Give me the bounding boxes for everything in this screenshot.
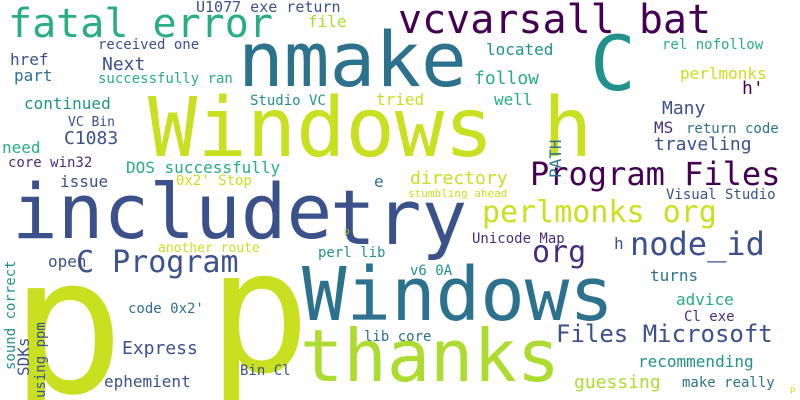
cloud-word: issue xyxy=(60,172,109,191)
cloud-word: Next xyxy=(102,54,146,75)
cloud-word: nmake xyxy=(238,15,467,104)
cloud-word: perl lib xyxy=(318,245,386,261)
cloud-word: Studio VC xyxy=(250,93,326,109)
cloud-word: successfully ran xyxy=(98,71,233,87)
cloud-word: guessing xyxy=(574,372,661,393)
cloud-word: org xyxy=(532,235,587,270)
cloud-word: open xyxy=(48,252,87,271)
cloud-word: Express xyxy=(122,338,198,359)
cloud-word: Unicode Map xyxy=(472,231,565,247)
cloud-word: traveling xyxy=(654,134,752,155)
cloud-word: p xyxy=(790,385,796,395)
cloud-word: tried xyxy=(376,90,425,109)
cloud-word: include xyxy=(12,167,333,256)
cloud-word: another route xyxy=(158,241,260,256)
cloud-word: Cl exe xyxy=(684,309,735,325)
cloud-word: node_id xyxy=(630,225,765,263)
cloud-word: e xyxy=(374,172,384,191)
cloud-word: p xyxy=(208,214,311,400)
cloud-word: Files Microsoft xyxy=(556,320,773,348)
cloud-word: SDKs xyxy=(14,337,33,376)
cloud-word: perlmonks org xyxy=(482,195,717,230)
cloud-word: 0x2' Stop xyxy=(176,173,252,189)
cloud-word: Windows h xyxy=(148,81,593,176)
cloud-word: well xyxy=(494,90,533,109)
cloud-word: ephemient xyxy=(104,372,191,391)
cloud-word: recommending xyxy=(638,352,754,371)
cloud-word: core win32 xyxy=(8,155,93,171)
cloud-word: code 0x2' xyxy=(128,301,204,317)
cloud-word: directory xyxy=(410,168,508,189)
cloud-word: p xyxy=(10,216,125,400)
cloud-word: p xyxy=(344,227,350,237)
cloud-word: follow xyxy=(474,68,540,89)
cloud-word: return code xyxy=(686,121,779,137)
cloud-word: thanks xyxy=(300,314,561,398)
cloud-word: MS xyxy=(654,118,674,137)
cloud-word: v6 0A xyxy=(410,263,453,279)
cloud-word: Many xyxy=(662,98,706,119)
cloud-word: located xyxy=(486,40,554,59)
cloud-word: Program Files xyxy=(530,155,781,193)
cloud-word: h' xyxy=(742,78,764,99)
cloud-word: file xyxy=(308,12,347,31)
cloud-word: perlmonks xyxy=(680,64,767,83)
cloud-word: C1083 xyxy=(64,128,119,149)
cloud-word: make really xyxy=(682,375,775,391)
cloud-word: U1077 exe return xyxy=(196,0,341,16)
cloud-word: href xyxy=(10,50,49,69)
cloud-word: need xyxy=(2,138,41,157)
cloud-word: advice xyxy=(676,290,734,309)
cloud-word: continued xyxy=(24,94,111,113)
cloud-word: vcvarsall bat xyxy=(398,0,712,43)
cloud-word: lib core xyxy=(364,329,432,345)
cloud-word: Bin Cl xyxy=(240,363,291,379)
cloud-word: try xyxy=(330,173,468,262)
cloud-word: Windows xyxy=(302,252,614,338)
cloud-word: h xyxy=(614,234,624,253)
cloud-word: DOS successfully xyxy=(126,158,281,177)
cloud-word: using ppm xyxy=(33,322,49,398)
cloud-word: turns xyxy=(650,266,699,285)
cloud-word: Visual Studio xyxy=(666,187,776,203)
cloud-word: fatal error xyxy=(8,1,273,47)
cloud-word: stumbling ahead xyxy=(408,187,508,200)
cloud-word: PATH xyxy=(546,139,565,178)
cloud-word: part xyxy=(14,66,53,85)
cloud-word: C xyxy=(590,19,636,108)
cloud-word: received one xyxy=(98,37,200,53)
cloud-word: VC Bin xyxy=(68,115,115,130)
cloud-word: C Program xyxy=(76,245,239,280)
cloud-word: rel nofollow xyxy=(662,37,764,53)
